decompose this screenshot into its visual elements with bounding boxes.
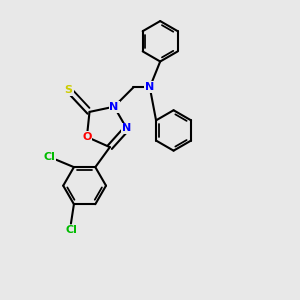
Text: Cl: Cl [44,152,56,162]
Text: O: O [82,132,92,142]
Text: N: N [110,102,119,112]
Text: S: S [65,85,73,94]
Text: N: N [145,82,154,92]
Text: Cl: Cl [65,225,77,235]
Text: N: N [122,124,131,134]
